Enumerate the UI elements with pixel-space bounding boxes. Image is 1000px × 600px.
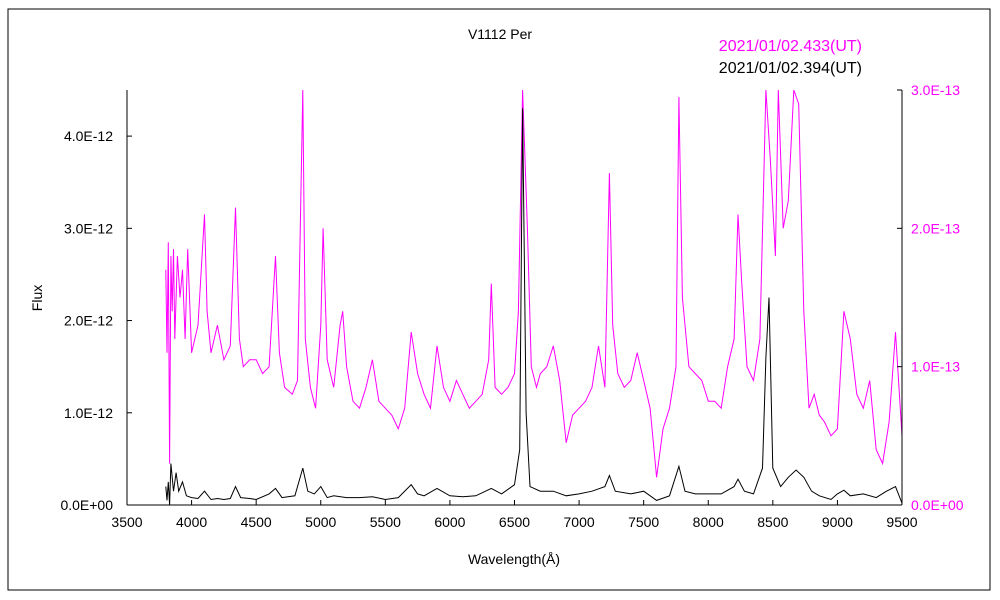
y-left-tick-label: 4.0E-12 [64,128,113,144]
y-right-tick-label: 3.0E-13 [911,82,960,98]
y-right-tick-label: 2.0E-13 [911,220,960,236]
y-axis-label: Flux [29,285,45,311]
x-axis-ticks: 3500 4000 4500 5000 5500 6000 6500 7000 7500 8000… [111,500,918,530]
y-left-tick-label: 2.0E-12 [64,313,113,329]
x-tick-label: 5500 [370,514,401,530]
series-line-1 [165,90,902,478]
x-tick-label: 9000 [822,514,853,530]
legend-entry-series-2: 2021/01/02.394(UT) [719,60,862,77]
x-tick-label: 7500 [628,514,659,530]
series-line-2 [165,108,902,505]
y-right-tick-label: 1.0E-13 [911,359,960,375]
x-tick-label: 8500 [757,514,788,530]
y-axis-right-ticks: 0.0E+00 1.0E-13 2.0E-13 3.0E-13 [897,82,964,513]
y-left-tick-label: 0.0E+00 [60,497,113,513]
x-tick-label: 9500 [886,514,917,530]
y-left-tick-label: 1.0E-12 [64,405,113,421]
x-axis-label: Wavelength(Å) [468,551,560,567]
x-tick-label: 4000 [176,514,207,530]
x-tick-label: 4500 [241,514,272,530]
x-tick-label: 5000 [305,514,336,530]
y-axis-left-ticks: 0.0E+00 1.0E-12 2.0E-12 3.0E-12 4.0E-12 [60,128,132,513]
x-tick-label: 6500 [499,514,530,530]
x-tick-label: 6000 [434,514,465,530]
plot-lines [165,90,902,505]
x-tick-label: 8000 [693,514,724,530]
x-tick-label: 7000 [564,514,595,530]
legend-entry-series-1: 2021/01/02.433(UT) [719,38,862,55]
y-right-tick-label: 0.0E+00 [911,497,964,513]
y-left-tick-label: 3.0E-12 [64,220,113,236]
x-tick-label: 3500 [111,514,142,530]
chart-title: V1112 Per [468,26,532,42]
chart-border [7,8,991,591]
